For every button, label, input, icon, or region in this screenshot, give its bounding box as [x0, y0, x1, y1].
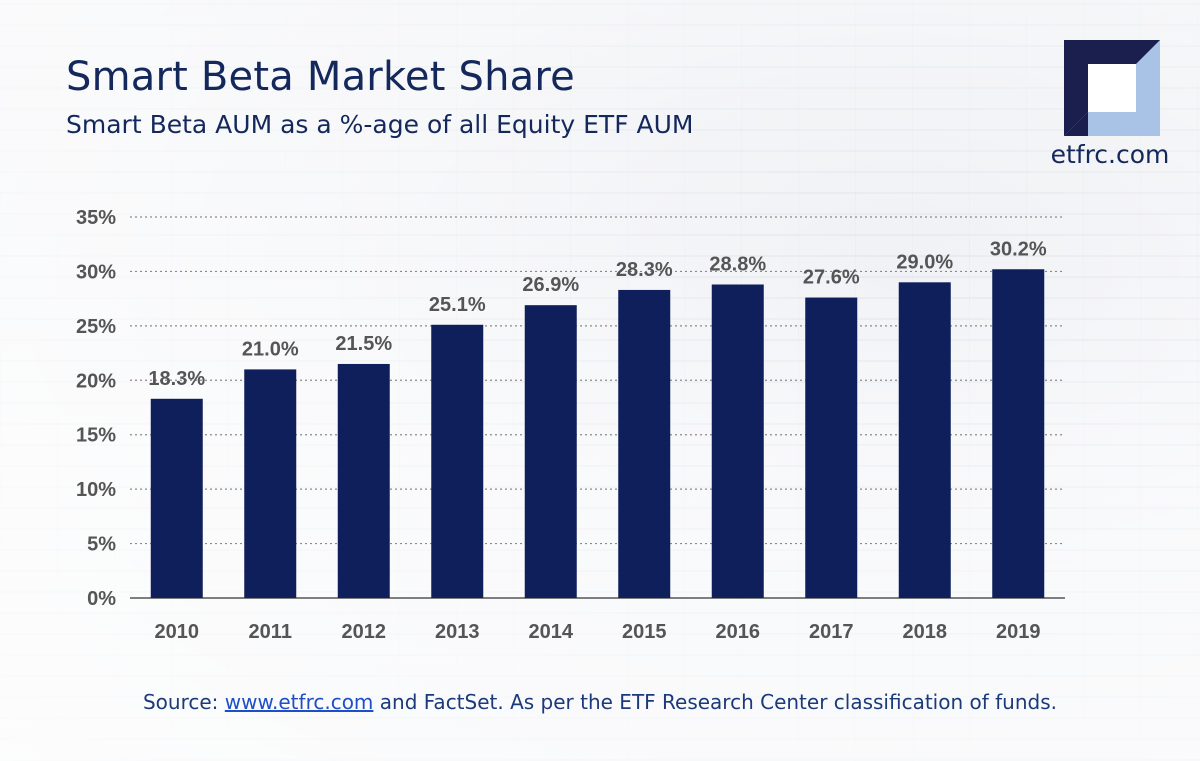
x-tick-label: 2018 — [903, 621, 948, 643]
data-label: 25.1% — [429, 294, 486, 316]
data-label: 27.6% — [803, 267, 860, 289]
data-label: 26.9% — [522, 274, 579, 296]
source-prefix: Source: — [142, 690, 225, 714]
bar-chart: 0% 5% 10% 15% 20% 25% 30% 35% 18.3% 2010 21.0% 2011… — [76, 207, 1065, 643]
x-tick-label: 2014 — [529, 621, 574, 643]
bar — [524, 305, 577, 598]
bar — [805, 297, 858, 598]
data-label: 28.8% — [709, 253, 766, 275]
x-tick-label: 2012 — [342, 621, 387, 643]
x-tick-label: 2011 — [249, 621, 292, 643]
y-tick-label: 0% — [87, 588, 116, 610]
data-label: 28.3% — [616, 259, 673, 281]
x-tick-label: 2017 — [809, 621, 854, 643]
bar — [618, 289, 671, 598]
data-label: 21.0% — [242, 338, 299, 360]
data-label: 30.2% — [990, 238, 1047, 260]
logo-text: etfrc.com — [1050, 140, 1170, 169]
bar — [337, 363, 390, 598]
y-tick-label: 20% — [76, 370, 116, 392]
bar — [992, 269, 1045, 598]
etfrc-logo-icon — [1064, 40, 1160, 136]
bar — [711, 284, 764, 598]
source-note: Source: www.etfrc.com and FactSet. As pe… — [0, 690, 1200, 714]
x-tick-label: 2015 — [622, 621, 667, 643]
y-tick-label: 25% — [76, 316, 116, 338]
chart-title: Smart Beta Market Share — [66, 54, 575, 100]
x-tick-label: 2019 — [996, 621, 1041, 643]
bar — [244, 369, 297, 598]
y-tick-label: 35% — [76, 207, 116, 229]
bar — [898, 282, 951, 598]
bar — [150, 398, 203, 598]
y-tick-label: 15% — [76, 425, 116, 447]
chart-subtitle: Smart Beta AUM as a %-age of all Equity … — [66, 110, 694, 139]
x-tick-label: 2013 — [435, 621, 480, 643]
x-tick-label: 2016 — [716, 621, 761, 643]
data-label: 29.0% — [896, 251, 953, 273]
y-tick-label: 5% — [87, 534, 116, 556]
y-tick-label: 10% — [76, 479, 116, 501]
data-label: 21.5% — [335, 333, 392, 355]
bar — [431, 324, 484, 598]
y-tick-label: 30% — [76, 261, 116, 283]
source-link[interactable]: www.etfrc.com — [224, 690, 374, 714]
data-label: 18.3% — [148, 368, 205, 390]
source-suffix: and FactSet. As per the ETF Research Cen… — [373, 690, 1058, 714]
x-tick-label: 2010 — [155, 621, 200, 643]
